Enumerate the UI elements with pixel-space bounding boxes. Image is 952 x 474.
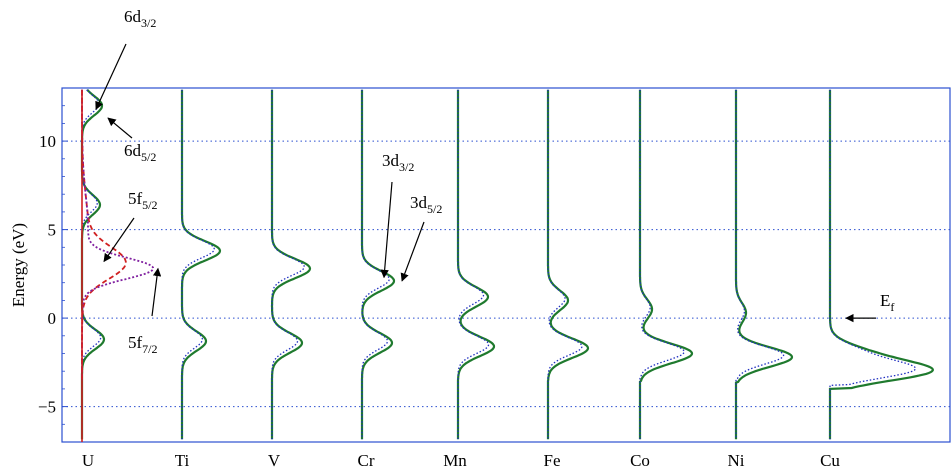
dos-partial-Cu [829, 89, 917, 440]
grid-lines [62, 140, 950, 408]
annotation-base: 3d [410, 193, 428, 212]
dos-total-Ti [180, 89, 222, 440]
annotation-f52: 5f5/2 [128, 189, 158, 212]
dos-partial-Co [639, 89, 685, 440]
y-tick-label: 0 [48, 309, 57, 328]
annotation-subscript: 3/2 [141, 16, 156, 30]
annotation-subscript: 5/2 [427, 202, 442, 216]
category-label-Cu: Cu [820, 451, 840, 470]
category-labels: U Ti V Cr Mn Fe Co Ni Cu [82, 451, 841, 470]
annotation-base: 3d [382, 151, 400, 170]
arrow-f72 [151, 267, 162, 317]
dos-partial-Ni [735, 89, 785, 440]
category-label-Cr: Cr [358, 451, 375, 470]
annotation-subscript: 5/2 [142, 198, 157, 212]
category-label-Fe: Fe [544, 451, 561, 470]
annotation-subscript: f [890, 300, 894, 314]
category-label-V: V [268, 451, 281, 470]
y-tick-label: 5 [48, 221, 57, 240]
y-axis-ticks: −5 0 5 10 [38, 87, 68, 443]
y-tick-label: −5 [38, 398, 56, 417]
annotation-base: E [880, 291, 890, 310]
annotation-d52: 6d5/2 [124, 141, 156, 164]
annotation-f72: 5f7/2 [128, 333, 158, 356]
annotation-ef: Ef [880, 291, 894, 314]
annotation-subscript: 3/2 [399, 160, 414, 174]
annotation-c52: 3d5/2 [410, 193, 442, 216]
category-label-Co: Co [630, 451, 650, 470]
category-label-Ni: Ni [728, 451, 745, 470]
y-tick-label: 10 [39, 132, 56, 151]
annotation-c32: 3d3/2 [382, 151, 414, 174]
annotation-base: 5f [128, 189, 143, 208]
dos-total-Mn [456, 89, 496, 440]
dos-partial-Fe [547, 89, 583, 440]
dos-total-V [270, 89, 312, 440]
category-label-U: U [82, 451, 94, 470]
y-axis-label: Energy (eV) [9, 223, 28, 307]
category-label-Mn: Mn [443, 451, 467, 470]
annotation-base: 6d [124, 141, 142, 160]
dos-partial-V [271, 89, 305, 440]
annotation-subscript: 5/2 [141, 150, 156, 164]
dos-partial-Ti [181, 89, 215, 440]
dos-total-Co [638, 89, 694, 440]
dos-total-U [80, 89, 106, 440]
dos-u-5f72 [81, 89, 155, 380]
category-label-Ti: Ti [175, 451, 190, 470]
annotation-base: 6d [124, 7, 142, 26]
annotation-d32: 6d3/2 [124, 7, 156, 30]
arrow-d32 [95, 43, 127, 111]
dos-partial-U [81, 89, 102, 440]
annotation-subscript: 7/2 [142, 342, 157, 356]
dos-partial-Mn [457, 89, 490, 440]
arrow-c52 [400, 221, 425, 282]
annotation-base: 5f [128, 333, 143, 352]
arrow-c32 [380, 181, 393, 279]
dos-curves [80, 89, 934, 442]
arrow-d52 [107, 117, 133, 139]
dos-total-Ni [734, 89, 794, 440]
dos-total-Fe [546, 89, 590, 440]
arrow-f52 [103, 217, 135, 263]
dos-total-Cr [360, 89, 396, 440]
dos-total-Cu [828, 89, 934, 440]
